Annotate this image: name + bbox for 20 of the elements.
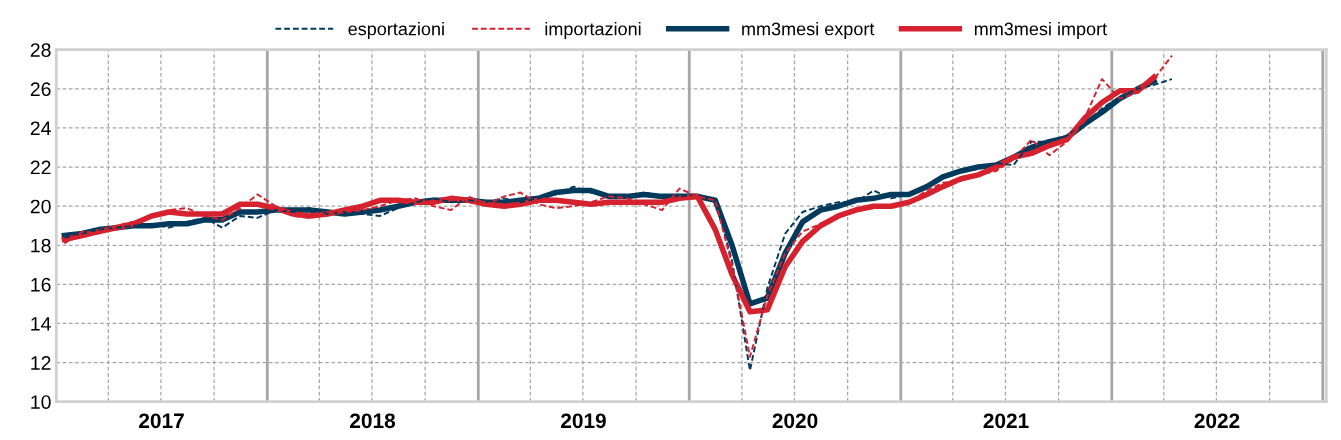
y-tick-label: 12: [31, 356, 51, 370]
legend-label: mm3mesi import: [974, 22, 1107, 39]
x-tick-label: 2017: [139, 413, 184, 429]
x-tick-label: 2019: [561, 413, 606, 429]
y-tick-label: 20: [30, 199, 51, 214]
x-tick-label: 2020: [772, 413, 818, 429]
y-tick-label: 18: [31, 238, 51, 253]
x-tick-label: 2022: [1194, 413, 1240, 429]
y-tick-label: 10: [31, 395, 51, 409]
legend-label: mm3mesi export: [742, 22, 875, 39]
y-tick-label: 26: [30, 82, 51, 97]
y-tick-label: 24: [30, 121, 51, 135]
y-tick-label: 22: [30, 160, 51, 175]
y-tick-label: 14: [31, 317, 51, 331]
y-tick-label: 16: [31, 277, 51, 292]
x-tick-label: 2021: [983, 413, 1029, 429]
legend-label: esportazioni: [348, 22, 444, 39]
legend-label: importazioni: [545, 22, 641, 39]
x-tick-label: 2018: [350, 413, 396, 429]
y-tick-label: 28: [30, 43, 51, 57]
